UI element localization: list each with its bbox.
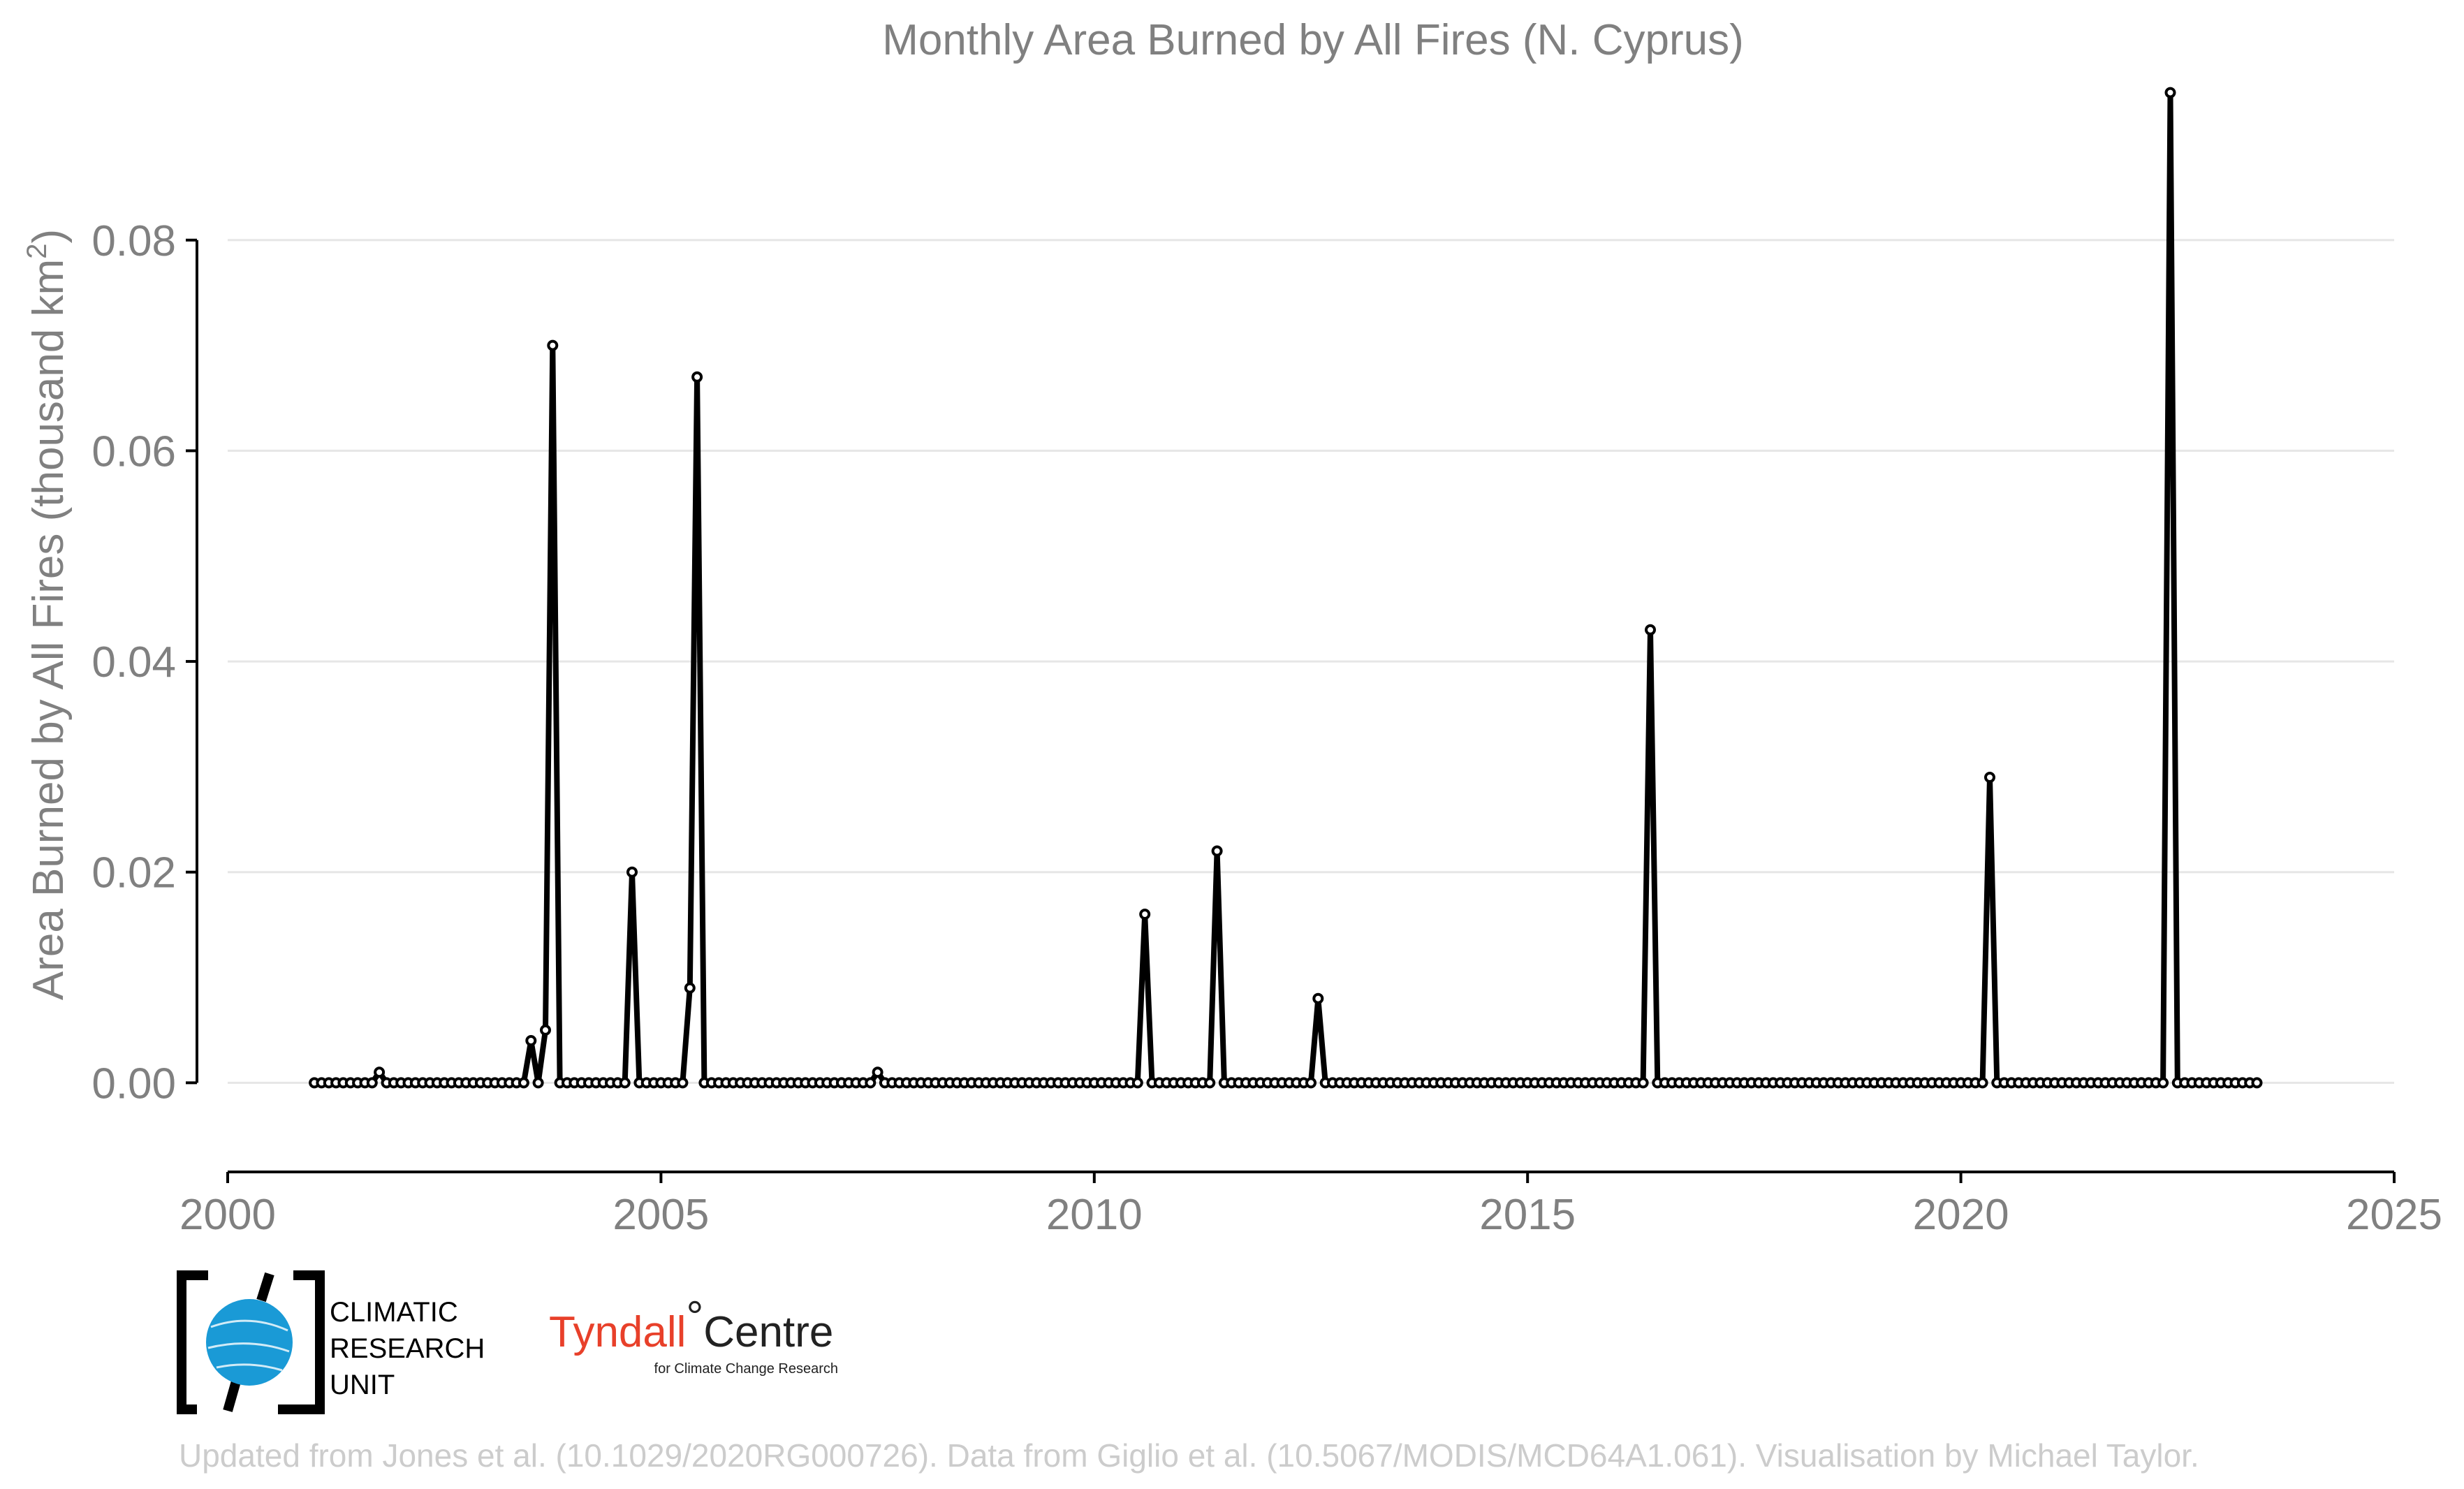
x-tick-label: 2025 — [2346, 1191, 2442, 1239]
data-point — [518, 1077, 529, 1089]
tyndall-logo: Tyndall°Centre for Climate Change Resear… — [549, 1293, 838, 1377]
cru-logo-bracket-left — [177, 1270, 208, 1414]
y-axis-label-close: ) — [24, 229, 73, 244]
data-point — [1211, 845, 1223, 857]
tyndall-logo-subtitle: for Climate Change Research — [654, 1361, 838, 1377]
cru-logo-line-1: CLIMATIC — [330, 1297, 458, 1328]
data-point — [366, 1077, 378, 1089]
x-tick-label: 2015 — [1479, 1191, 1576, 1239]
data-point — [865, 1077, 877, 1089]
cru-logo-globe — [206, 1299, 293, 1386]
y-axis-label-main: Area Burned by All Fires (thousand km — [24, 259, 73, 1000]
y-tick-label: 0.00 — [91, 1059, 176, 1108]
y-axis-label: Area Burned by All Fires (thousand km2) — [22, 229, 73, 1000]
data-point — [684, 982, 696, 994]
data-point — [532, 1077, 544, 1089]
data-point — [619, 1077, 631, 1089]
cru-logo-line-2: RESEARCH — [330, 1333, 485, 1364]
data-point — [525, 1035, 537, 1046]
data-point — [1637, 1077, 1649, 1089]
cru-logo-slash-bottom — [223, 1380, 241, 1412]
data-point — [1131, 1077, 1143, 1089]
data-point — [872, 1066, 883, 1078]
chart-title: Monthly Area Burned by All Fires (N. Cyp… — [882, 16, 1744, 64]
x-tick-label: 2020 — [1913, 1191, 2009, 1239]
data-point — [374, 1066, 386, 1078]
axes: 0.00 0.02 0.04 0.06 0.08 2000 2005 2010 2015 2020… — [91, 217, 2442, 1239]
x-tick-label: 2005 — [613, 1191, 709, 1239]
y-tick-label: 0.08 — [91, 217, 176, 265]
data-point — [2157, 1077, 2169, 1089]
data-point — [1204, 1077, 1216, 1089]
y-tick-label: 0.04 — [91, 638, 176, 687]
data-point — [1984, 772, 1995, 783]
cru-logo-slash-top — [256, 1272, 274, 1303]
y-tick-label: 0.02 — [91, 849, 176, 897]
data-point — [691, 371, 703, 383]
data-point — [547, 339, 559, 351]
data-point — [1139, 909, 1151, 920]
footer-credits: Updated from Jones et al. (10.1029/2020R… — [179, 1437, 2199, 1474]
series-area-burned — [309, 87, 2263, 1089]
data-point — [540, 1024, 551, 1036]
cru-logo-globe-lines — [207, 1319, 290, 1372]
y-axis-label-sup: 2 — [22, 244, 52, 259]
cru-logo-bracket-right — [278, 1270, 325, 1414]
data-point — [677, 1077, 689, 1089]
data-point — [2251, 1077, 2263, 1089]
cru-logo: CLIMATIC RESEARCH UNIT — [177, 1270, 485, 1414]
x-tick-label: 2000 — [179, 1191, 276, 1239]
cru-logo-line-3: UNIT — [330, 1370, 395, 1400]
data-point — [1305, 1077, 1317, 1089]
tyndall-logo-centre: Centre — [703, 1308, 833, 1356]
tyndall-logo-degree: ° — [686, 1293, 703, 1341]
svg-text:Tyndall°Centre: Tyndall°Centre — [549, 1293, 833, 1356]
data-point — [2164, 87, 2176, 98]
data-point — [626, 866, 638, 878]
data-point — [1312, 992, 1324, 1004]
tyndall-logo-main: Tyndall — [549, 1308, 686, 1356]
data-point — [1645, 624, 1656, 636]
x-tick-label: 2010 — [1046, 1191, 1143, 1239]
data-point — [1977, 1077, 1988, 1089]
y-tick-label: 0.06 — [91, 427, 176, 476]
